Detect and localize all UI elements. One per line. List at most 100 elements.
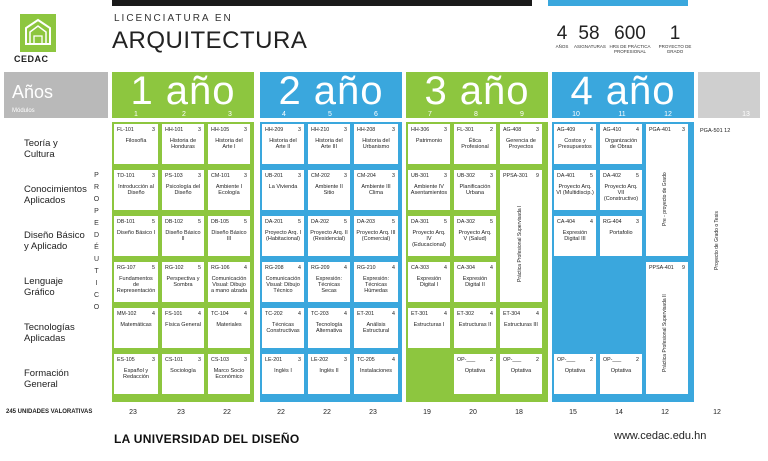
website-link[interactable]: www.cedac.edu.hn [614, 430, 707, 442]
course-credits: 4 [298, 265, 301, 271]
course-code: ET-301 [411, 311, 429, 317]
course-cell: UB-301 3 Ambiente IV Asentamientos [408, 170, 450, 210]
course-credits: 3 [344, 357, 347, 363]
course-credits: 4 [536, 311, 539, 317]
year-title: 2 año [278, 69, 384, 113]
course-cell: DB-101 5 Diseño Básico I [114, 216, 158, 256]
module-row-label: Formación General [24, 368, 69, 390]
course-code: MM-102 [117, 311, 137, 317]
course-code: RG-208 [265, 265, 284, 271]
course-cell: HH-210 3 Historia del Arte III [308, 124, 350, 164]
course-cell: HH-208 3 Historia del Urbanismo [354, 124, 398, 164]
course-code: TC-203 [311, 311, 329, 317]
module-row-label: Lenguaje Gráfico [24, 276, 64, 298]
course-cell: FL-101 3 Filosofía [114, 124, 158, 164]
course-name: Proyecto Arq. II (Residencial) [310, 230, 348, 242]
course-name: Instalaciones [359, 368, 393, 374]
ppsa-301-label: Práctica Profesional Supervisada I [517, 205, 523, 282]
course-cell: CS-101 3 Sociología [162, 354, 204, 394]
course-name: Filosofía [125, 138, 147, 144]
course-credits: 3 [198, 173, 201, 179]
semester-13-header: 13 [698, 72, 760, 118]
program-title: ARQUITECTURA [112, 27, 308, 54]
course-code: ES-105 [117, 357, 135, 363]
semester-number: 8 [474, 111, 478, 118]
course-name: Diseño Básico II [165, 230, 201, 242]
year-title: 3 año [424, 69, 530, 113]
course-credits: 5 [590, 173, 593, 179]
stat-practice-hours: 600 HRS DE PRÁCTICA PROFESIONAL [609, 23, 651, 55]
course-name: Expresión Digital I [416, 276, 442, 288]
course-code: DA-402 [603, 173, 621, 179]
course-name: Ambiente IV Asentamientos [410, 184, 448, 196]
course-credits: 3 [536, 127, 539, 133]
course-code: FL-301 [457, 127, 474, 133]
course-name: Inglés I [274, 368, 292, 374]
course-code: CM-101 [211, 173, 230, 179]
course-cell: RG-106 4 Comunicación Visual: Dibujo a man… [208, 262, 250, 302]
course-cell: LE-202 3 Inglés II [308, 354, 350, 394]
course-credits: 9 [682, 265, 685, 271]
course-credits: 5 [152, 219, 155, 225]
module-row-label: Teoría y Cultura [24, 138, 58, 160]
semester-credit-total: 23 [369, 409, 377, 416]
course-credits: 5 [152, 265, 155, 271]
course-code: RG-209 [311, 265, 330, 271]
course-credits: 3 [392, 173, 395, 179]
course-name: Gerencia de Proyectos [506, 138, 536, 150]
course-cell: PGA-401 3 [646, 124, 688, 256]
course-credits: 3 [444, 127, 447, 133]
course-cell: TC-202 4 Técnicas Constructivas [262, 308, 304, 348]
course-name: Expresión Digital III [562, 230, 588, 242]
course-name: Estructuras II [458, 322, 492, 328]
course-code: AG-409 [557, 127, 576, 133]
course-name: Proyecto Arq. V (Salud) [458, 230, 492, 242]
course-name: Física General [165, 322, 201, 328]
course-cell: LE-201 3 Inglés I [262, 354, 304, 394]
course-credits: 3 [244, 127, 247, 133]
years-header: Años Módulos [4, 72, 108, 118]
course-code: RG-404 [603, 219, 622, 225]
course-cell: HH-105 3 Historia del Arte I [208, 124, 250, 164]
course-name: Ambiente III Clima [361, 184, 391, 196]
semester-credit-total: 19 [423, 409, 431, 416]
course-credits: 5 [198, 219, 201, 225]
course-code: DA-201 [265, 219, 283, 225]
semester-credit-total: 23 [177, 409, 185, 416]
course-credits: 5 [444, 219, 447, 225]
course-name: Ambiente II Sitio [315, 184, 343, 196]
top-bar-accent [548, 0, 688, 6]
course-cell: UB-201 3 La Vivienda [262, 170, 304, 210]
stat-subjects: 58 ASIGNATURAS [574, 23, 606, 50]
university-tagline: LA UNIVERSIDAD DEL DISEÑO [114, 432, 300, 446]
course-cell: ET-301 4 Estructuras I [408, 308, 450, 348]
course-code: UB-301 [411, 173, 429, 179]
course-cell: DA-203 5 Proyecto Arq. III (Comercial) [354, 216, 398, 256]
course-cell: RG-404 3 Portafolio [600, 216, 642, 256]
course-cell: CA-304 4 Expresión Digital II [454, 262, 496, 302]
semester-number: 12 [664, 111, 672, 118]
course-cell: OP-___ 2 Optativa [500, 354, 542, 394]
course-credits: 2 [536, 357, 539, 363]
course-credits: 3 [392, 127, 395, 133]
stat-years: 4 AÑOS [555, 23, 569, 50]
course-credits: 4 [244, 311, 247, 317]
course-code: CM-204 [357, 173, 376, 179]
semester-credit-total: 23 [129, 409, 137, 416]
course-credits: 3 [490, 173, 493, 179]
course-name: Proyecto Arq. IV (Educacional) [412, 230, 446, 248]
logo-text: CEDAC [14, 54, 49, 64]
year-header-3: 3 año 7 8 9 [406, 69, 548, 118]
course-credits: 4 [198, 311, 201, 317]
pga-401-label: Pre - proyecto de Grado [662, 172, 668, 226]
course-name: Historia del Urbanismo [362, 138, 390, 150]
course-code: DA-203 [357, 219, 375, 225]
course-code: CA-304 [457, 265, 475, 271]
semester-number: 7 [428, 111, 432, 118]
course-cell: TC-205 4 Instalaciones [354, 354, 398, 394]
course-cell: DA-202 5 Proyecto Arq. II (Residencial) [308, 216, 350, 256]
course-code: TD-101 [117, 173, 135, 179]
course-code: HH-210 [311, 127, 330, 133]
course-name: Costos y Presupuestos [558, 138, 592, 150]
course-name: Proyecto Arq. III (Comercial) [356, 230, 396, 242]
